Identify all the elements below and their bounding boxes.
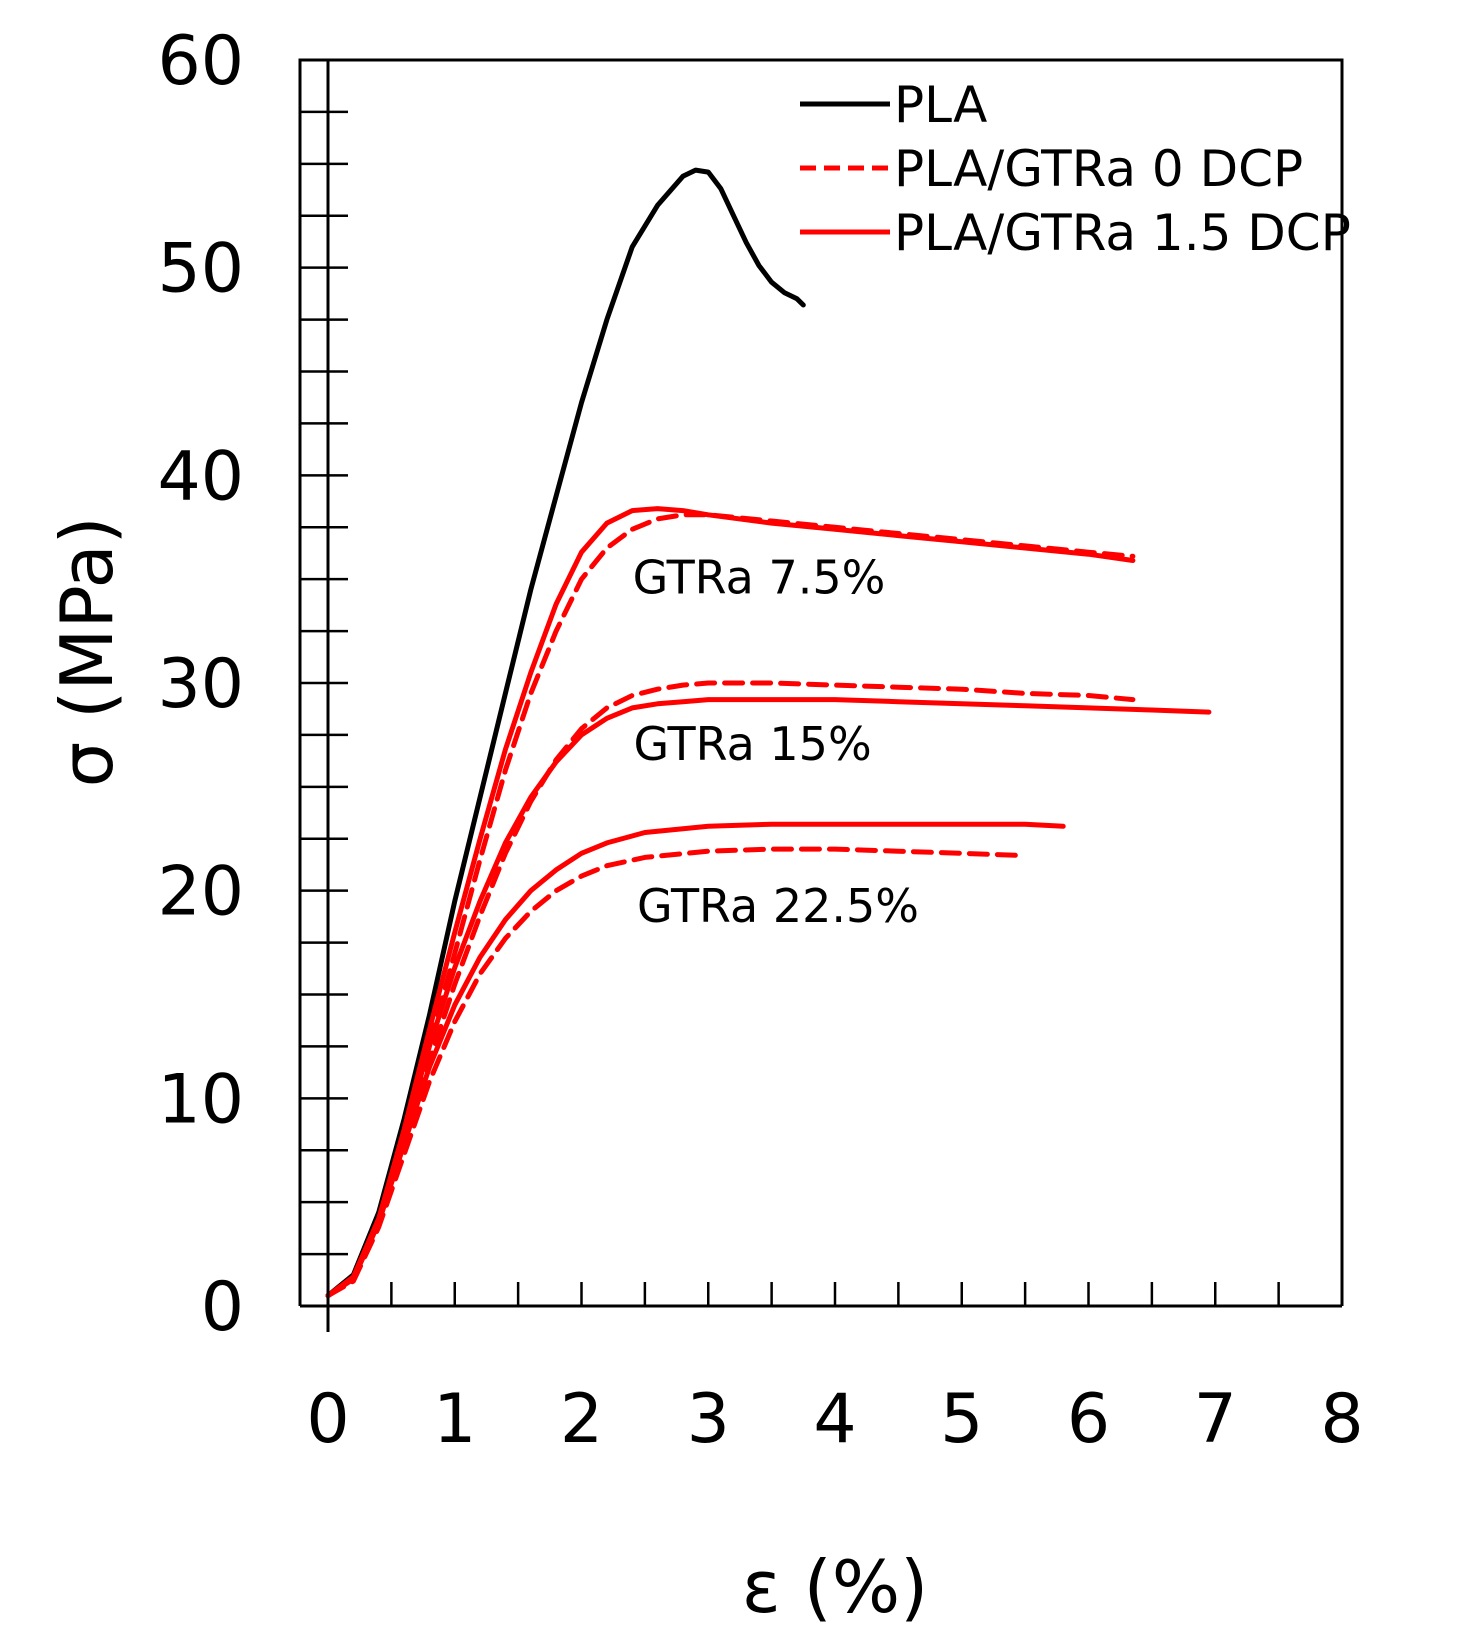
legend-label-1-5-dcp: PLA/GTRa 1.5 DCP [894, 204, 1351, 262]
x-tick-label: 5 [940, 1380, 983, 1459]
legend-label-0-dcp: PLA/GTRa 0 DCP [894, 140, 1303, 198]
x-tick-label: 0 [306, 1380, 349, 1459]
annotation-gtra-22-5: GTRa 22.5% [637, 879, 919, 933]
series-line-2 [325, 506, 1136, 1299]
x-tick-label: 4 [813, 1380, 856, 1459]
annotation-gtra-15: GTRa 15% [634, 717, 872, 771]
y-tick-label: 60 [157, 22, 244, 101]
y-tick-label: 0 [201, 1268, 244, 1347]
y-tick-label: 20 [157, 853, 244, 932]
x-tick-label: 6 [1067, 1380, 1110, 1459]
y-tick-label: 50 [157, 230, 244, 309]
series-line-0 [325, 167, 806, 1299]
x-tick-label: 8 [1320, 1380, 1363, 1459]
x-tick-label: 1 [433, 1380, 476, 1459]
x-tick-label: 7 [1194, 1380, 1237, 1459]
series-line-6 [325, 821, 1066, 1299]
series-line-4 [325, 697, 1212, 1299]
annotation-gtra-7-5: GTRa 7.5% [633, 551, 886, 605]
series-line-5 [325, 846, 1022, 1299]
legend: PLA PLA/GTRa 0 DCP PLA/GTRa 1.5 DCP [800, 76, 1351, 262]
y-axis-title: σ (MPa) [45, 516, 129, 787]
y-tick-label: 10 [157, 1060, 244, 1139]
x-axis-title: ε (%) [742, 1545, 928, 1629]
legend-label-pla: PLA [894, 76, 987, 134]
y-tick-label: 40 [157, 437, 244, 516]
x-tick-label: 2 [560, 1380, 603, 1459]
plot-border [298, 58, 1344, 1306]
x-tick-label: 3 [687, 1380, 730, 1459]
y-tick-label: 30 [157, 645, 244, 724]
